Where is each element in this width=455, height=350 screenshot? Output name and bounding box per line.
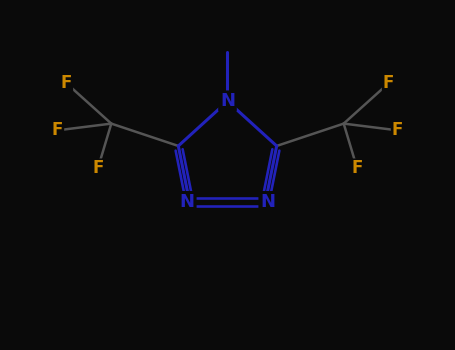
- Text: N: N: [180, 193, 195, 211]
- Text: F: F: [52, 121, 63, 139]
- Text: F: F: [392, 121, 403, 139]
- Text: F: F: [92, 159, 104, 177]
- Text: N: N: [220, 92, 235, 110]
- Text: F: F: [61, 75, 72, 92]
- Text: F: F: [351, 159, 363, 177]
- Text: F: F: [383, 75, 394, 92]
- Text: N: N: [260, 193, 275, 211]
